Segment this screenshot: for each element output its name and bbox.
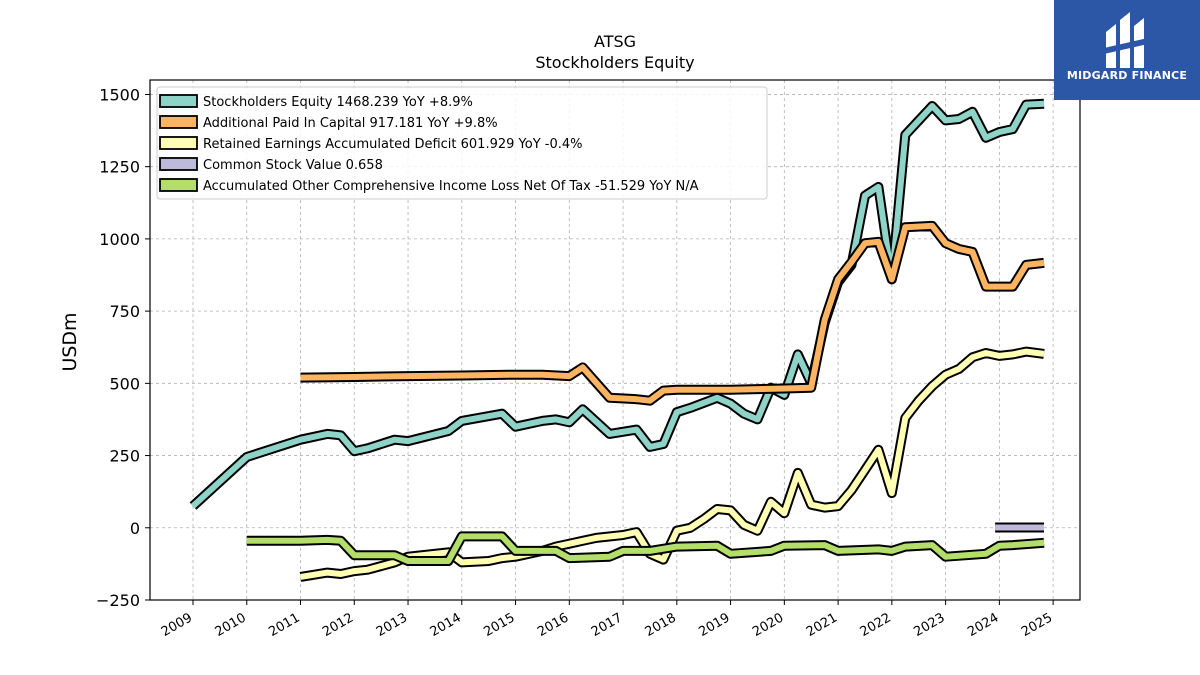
legend-swatch bbox=[159, 178, 198, 192]
series-2 bbox=[299, 346, 1045, 582]
y-tick-label: 500 bbox=[109, 374, 140, 393]
x-tick-label: 2020 bbox=[750, 610, 786, 640]
x-tick-label: 2016 bbox=[535, 610, 571, 640]
legend: Stockholders Equity 1468.239 YoY +8.9% Ad… bbox=[156, 86, 768, 200]
y-axis: −250 0 250 500 750 1000 1250 1500 bbox=[96, 85, 150, 610]
chart-subtitle: Stockholders Equity bbox=[535, 53, 694, 72]
y-tick-label: 0 bbox=[130, 519, 140, 538]
x-tick-label: 2010 bbox=[213, 610, 249, 640]
x-tick-label: 2009 bbox=[159, 610, 195, 640]
y-tick-label: 750 bbox=[109, 302, 140, 321]
series-1 bbox=[300, 220, 1045, 406]
logo-text: MIDGARD FINANCE bbox=[1066, 69, 1188, 82]
y-tick-label: 1500 bbox=[99, 85, 140, 104]
series-4 bbox=[246, 531, 1045, 566]
x-tick-label: 2022 bbox=[858, 610, 894, 640]
y-axis-label: USDm bbox=[59, 312, 81, 371]
legend-swatch bbox=[159, 94, 198, 108]
brand-logo: MIDGARD FINANCE bbox=[1054, 0, 1200, 100]
x-tick-label: 2015 bbox=[481, 610, 517, 640]
x-tick-label: 2014 bbox=[428, 610, 464, 640]
x-tick-label: 2012 bbox=[320, 610, 356, 640]
legend-entry: Stockholders Equity 1468.239 YoY +8.9% bbox=[203, 95, 473, 110]
y-tick-label: −250 bbox=[96, 591, 140, 610]
series-0 bbox=[189, 98, 1045, 510]
legend-entry: Common Stock Value 0.658 bbox=[203, 158, 383, 173]
legend-entry: Additional Paid In Capital 917.181 YoY +… bbox=[203, 116, 498, 131]
chart-title: ATSG bbox=[594, 32, 636, 51]
x-tick-label: 2019 bbox=[696, 610, 732, 640]
x-tick-label: 2024 bbox=[965, 610, 1001, 640]
legend-entry: Accumulated Other Comprehensive Income L… bbox=[203, 179, 699, 194]
x-tick-label: 2013 bbox=[374, 610, 410, 640]
y-tick-label: 1000 bbox=[99, 230, 140, 249]
series-line bbox=[300, 348, 1045, 580]
x-tick-label: 2018 bbox=[643, 610, 679, 640]
x-tick-label: 2017 bbox=[589, 610, 625, 640]
y-tick-label: 250 bbox=[109, 447, 140, 466]
legend-swatch bbox=[159, 157, 198, 171]
x-tick-label: 2023 bbox=[911, 610, 947, 640]
x-axis: 2009 2010 2011 2012 2013 2014 2015 2016 2017 2018… bbox=[159, 600, 1055, 640]
legend-box bbox=[156, 86, 768, 200]
plot-frame bbox=[149, 79, 1081, 601]
x-tick-label: 2011 bbox=[266, 610, 302, 640]
legend-entry: Retained Earnings Accumulated Deficit 60… bbox=[203, 137, 582, 152]
series-lines bbox=[189, 98, 1045, 582]
series-line bbox=[300, 222, 1045, 404]
legend-swatch bbox=[159, 136, 198, 150]
legend-swatch bbox=[159, 115, 198, 129]
x-tick-label: 2025 bbox=[1019, 610, 1055, 640]
series-line bbox=[190, 100, 1045, 509]
midgard-logo-icon bbox=[1104, 12, 1148, 68]
x-tick-label: 2021 bbox=[804, 610, 840, 640]
y-tick-label: 1250 bbox=[99, 158, 140, 177]
series-line bbox=[246, 533, 1045, 564]
